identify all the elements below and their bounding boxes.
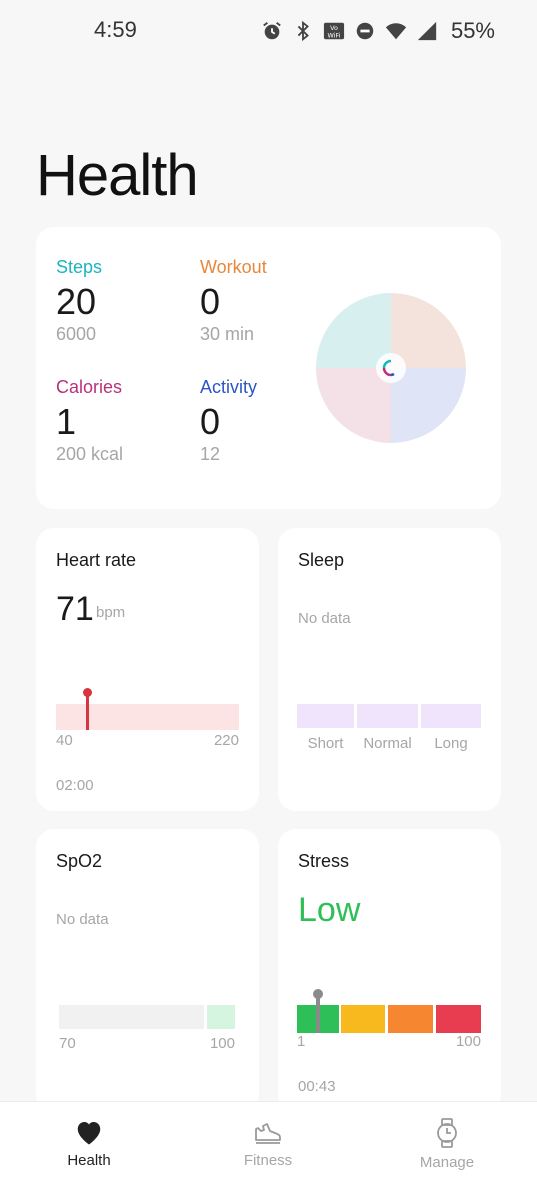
activity-metric: Activity 0 12 [200,377,257,465]
svg-text:Vo: Vo [330,24,338,32]
heart-icon [77,1122,101,1145]
nav-health[interactable]: Health [19,1118,159,1169]
steps-metric: Steps 20 6000 [56,257,102,345]
battery-level: 55% [450,18,495,43]
heart-rate-min: 40 [56,732,73,749]
spo2-no-data: No data [56,911,109,928]
spo2-card[interactable]: SpO2 No data 70 100 [36,829,259,1112]
watch-icon [437,1118,457,1148]
signal-icon [417,21,437,41]
spo2-low-range [59,1005,204,1029]
workout-label: Workout [200,257,267,277]
svg-text:WiFi: WiFi [327,31,340,39]
status-bar: 4:59 Vo WiFi 55% [0,0,537,60]
wifi-icon [385,23,407,40]
alarm-icon [263,22,281,40]
sleep-card[interactable]: Sleep No data Short Normal Long [278,528,501,811]
stress-high-segment [388,1005,433,1033]
vowifi-icon: Vo WiFi [323,22,345,39]
bottom-navigation: Health Fitness Manage [0,1101,537,1199]
stress-marker [313,989,323,1033]
workout-value: 0 [200,281,221,322]
heart-rate-marker [83,688,93,730]
bluetooth-icon [297,20,309,42]
heart-rate-title: Heart rate [56,550,137,570]
nav-manage-label: Manage [419,1154,475,1171]
sleep-title: Sleep [298,550,345,570]
stress-title: Stress [298,851,350,871]
steps-label: Steps [56,257,103,277]
sleep-normal-label: Normal [363,735,412,752]
stress-medium-segment [341,1005,385,1033]
stress-time: 00:43 [298,1078,336,1095]
nav-fitness-label: Fitness [243,1152,293,1169]
activity-summary-card[interactable]: Steps 20 6000 Workout 0 30 min Calories … [36,227,501,509]
calories-value: 1 [56,401,77,442]
spo2-title: SpO2 [56,851,103,871]
stress-very-high-segment [436,1005,481,1033]
steps-goal: 6000 [56,324,97,344]
sleep-short-label: Short [307,735,344,752]
nav-manage[interactable]: Manage [377,1118,517,1171]
do-not-disturb-icon [356,22,374,40]
nav-fitness[interactable]: Fitness [198,1118,338,1169]
workout-goal: 30 min [200,324,255,344]
heart-rate-range-bar [56,704,239,730]
activity-goal: 12 [200,444,221,464]
sleep-short-segment [297,704,354,728]
stress-max: 100 [455,1033,481,1050]
spo2-min: 70 [59,1035,76,1052]
sleep-long-segment [421,704,481,728]
sleep-normal-segment [357,704,418,728]
nav-health-label: Health [67,1152,111,1169]
calories-quadrant [316,368,391,443]
stress-level: Low [298,891,361,929]
page-title: Health [36,143,199,208]
activity-value: 0 [200,401,221,442]
activity-rings-chart [316,293,466,443]
heart-rate-max: 220 [213,732,239,749]
center-ring-teal [382,359,392,369]
calories-metric: Calories 1 200 kcal [56,377,123,465]
steps-quadrant [316,293,391,368]
activity-quadrant [391,368,466,443]
calories-goal: 200 kcal [56,444,124,464]
status-time: 4:59 [94,17,137,42]
calories-label: Calories [56,377,123,397]
shoe-icon [255,1123,281,1144]
sleep-no-data: No data [298,610,351,627]
stress-min: 1 [297,1033,306,1050]
activity-label: Activity [200,377,258,397]
steps-value: 20 [56,281,97,322]
heart-rate-value: 71 [56,590,94,628]
heart-rate-card[interactable]: Heart rate 71 bpm 40 220 02:00 [36,528,259,811]
center-ring-purple [382,367,392,377]
status-icons: Vo WiFi 55% [261,18,495,44]
workout-metric: Workout 0 30 min [200,257,267,345]
center-ring-blue [390,372,395,377]
heart-rate-unit: bpm [96,604,126,621]
workout-quadrant [391,293,466,368]
sleep-long-label: Long [434,735,468,752]
spo2-max: 100 [209,1035,235,1052]
spo2-normal-range [207,1005,235,1029]
stress-card[interactable]: Stress Low 1 100 00:43 [278,829,501,1112]
heart-rate-time: 02:00 [56,777,94,794]
